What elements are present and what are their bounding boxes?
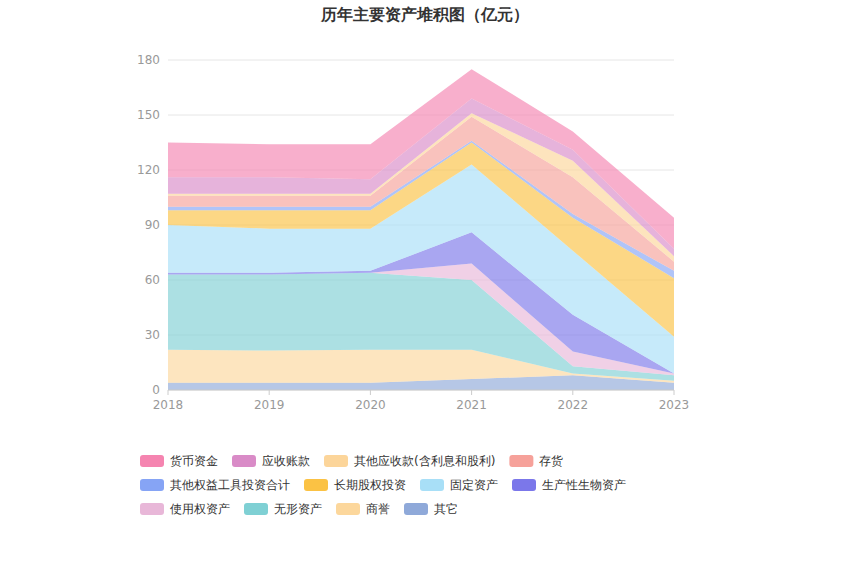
legend-item: 货币资金 — [140, 454, 218, 468]
x-tick-label: 2020 — [355, 398, 386, 412]
legend-swatch — [336, 503, 360, 515]
legend-swatch — [244, 503, 268, 515]
x-tick — [269, 390, 270, 395]
legend-item: 其他应收款(含利息和股利) — [324, 454, 495, 468]
legend-item: 固定资产 — [420, 478, 498, 492]
x-tick-label: 2023 — [659, 398, 690, 412]
legend-item: 生产性生物资产 — [512, 478, 626, 492]
plot-area — [168, 69, 674, 390]
legend-item: 应收账款 — [232, 454, 310, 468]
legend-label: 其它 — [434, 502, 458, 516]
legend-label: 使用权资产 — [170, 502, 230, 516]
area — [168, 69, 674, 249]
legend-item: 商誉 — [336, 502, 390, 516]
legend-label: 存货 — [539, 454, 563, 468]
x-tick — [370, 390, 371, 395]
chart: 历年主要资产堆积图（亿元） 0 30 60 90 120 150 180 2018 2019 202… — [0, 0, 850, 574]
legend-label: 其他权益工具投资合计 — [170, 478, 290, 492]
x-axis — [168, 390, 674, 391]
legend-item: 其他权益工具投资合计 — [140, 478, 290, 492]
legend-item: 其它 — [404, 502, 458, 516]
legend-swatch — [512, 479, 536, 491]
legend-swatch — [404, 503, 428, 515]
y-tick-label: 150 — [137, 108, 160, 122]
x-tick-label: 2022 — [558, 398, 589, 412]
legend-label: 货币资金 — [170, 454, 218, 468]
legend-swatch — [509, 455, 533, 467]
x-tick-label: 2018 — [153, 398, 184, 412]
y-tick-label: 90 — [145, 218, 160, 232]
x-tick-label: 2021 — [456, 398, 487, 412]
x-tick — [674, 390, 675, 395]
legend-item: 使用权资产 — [140, 502, 230, 516]
legend-swatch — [232, 455, 256, 467]
legend-label: 生产性生物资产 — [542, 478, 626, 492]
y-tick-label: 30 — [145, 328, 160, 342]
x-tick-label: 2019 — [254, 398, 285, 412]
grid-line — [168, 60, 674, 61]
legend-label: 无形资产 — [274, 502, 322, 516]
legend-label: 商誉 — [366, 502, 390, 516]
legend-swatch — [140, 479, 164, 491]
title: 历年主要资产堆积图（亿元） — [320, 5, 529, 24]
x-tick — [168, 390, 169, 395]
legend-label: 应收账款 — [262, 454, 310, 468]
legend-label: 其他应收款(含利息和股利) — [354, 454, 495, 468]
legend-item: 无形资产 — [244, 502, 322, 516]
y-tick-label: 120 — [137, 163, 160, 177]
legend-swatch — [140, 503, 164, 515]
y-tick-label: 180 — [137, 53, 160, 67]
legend-swatch — [140, 455, 164, 467]
y-tick-label: 0 — [152, 383, 160, 397]
legend-swatch — [324, 455, 348, 467]
legend-swatch — [304, 479, 328, 491]
legend-item: 存货 — [509, 454, 563, 468]
y-tick-label: 60 — [145, 273, 160, 287]
x-tick — [572, 390, 573, 395]
legend-label: 长期股权投资 — [334, 478, 406, 492]
legend-swatch — [420, 479, 444, 491]
legend-item: 长期股权投资 — [304, 478, 406, 492]
x-tick — [471, 390, 472, 395]
grid-line — [168, 390, 674, 391]
legend-label: 固定资产 — [450, 478, 498, 492]
